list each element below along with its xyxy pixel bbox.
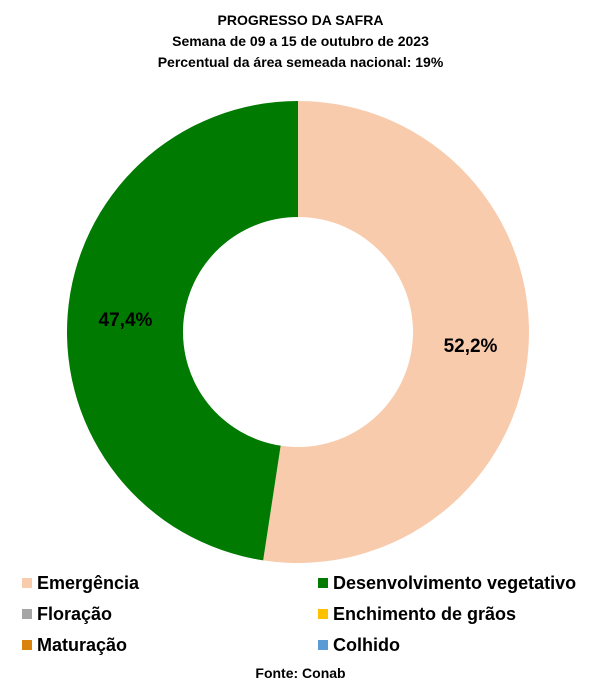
data-label-emergencia: 52,2% [444,336,498,357]
chart-header: PROGRESSO DA SAFRA Semana de 09 a 15 de … [0,10,601,73]
chart-subtitle-area: Percentual da área semeada nacional: 19% [157,54,444,70]
data-label-desenvolvimento-vegetativo: 47,4% [99,310,153,331]
chart-title: PROGRESSO DA SAFRA [217,12,384,28]
chart-subtitle-week: Semana de 09 a 15 de outubro de 2023 [172,33,429,49]
slice-desenvolvimento-vegetativo [66,101,299,561]
slice-emergencia [263,101,529,563]
source-note: Fonte: Conab [255,665,346,681]
